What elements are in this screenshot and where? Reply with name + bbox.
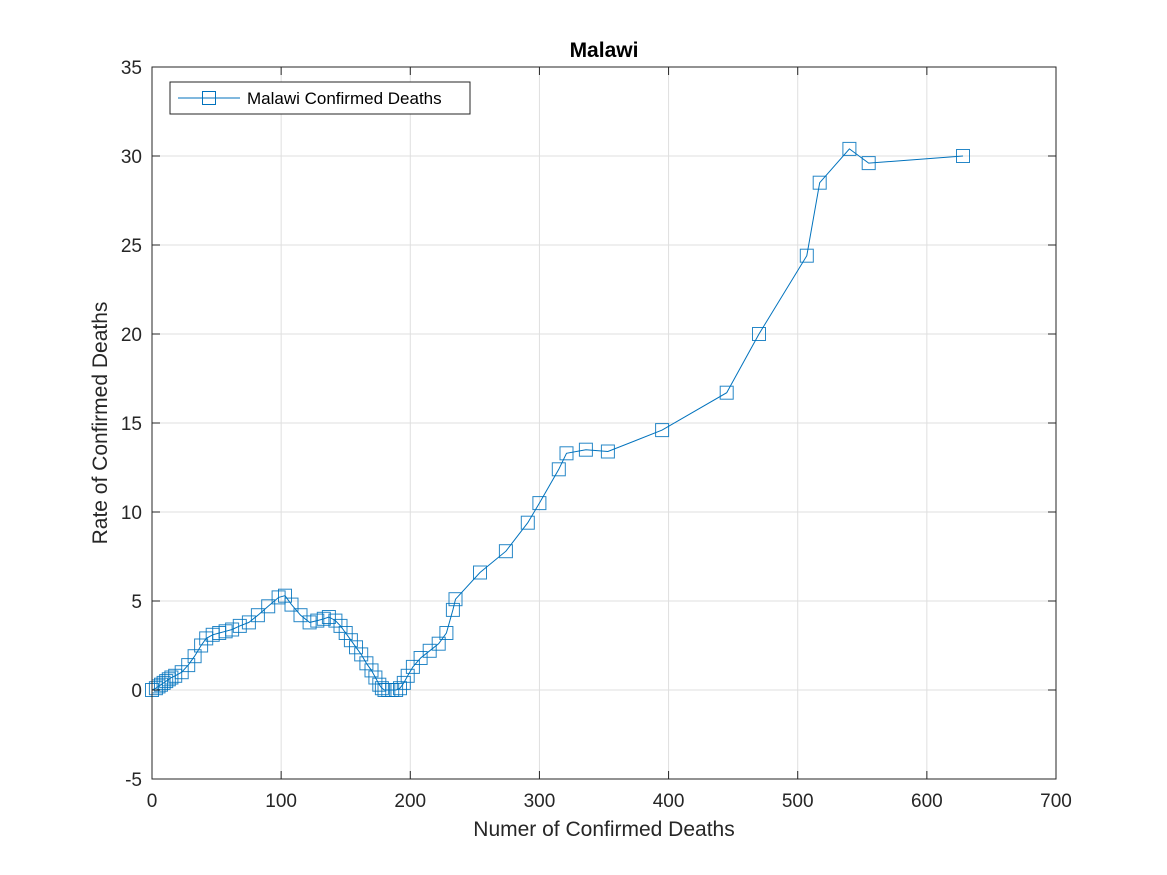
x-tick-label: 0 (147, 791, 158, 812)
data-point-marker (400, 668, 415, 683)
data-point-marker (551, 462, 566, 477)
data-point-marker (473, 565, 487, 580)
data-point-marker (194, 638, 209, 653)
y-tick-label: 25 (121, 236, 142, 257)
data-point-marker (655, 423, 670, 438)
data-point-marker (812, 175, 827, 190)
plot-series (145, 141, 970, 697)
data-point-marker (364, 663, 379, 678)
x-tick-label: 100 (265, 791, 297, 812)
y-tick-label: 10 (121, 503, 142, 524)
x-tick-label: 600 (911, 791, 943, 812)
data-point-marker (261, 599, 276, 614)
data-point-marker (396, 675, 411, 690)
data-point-marker (578, 442, 593, 457)
series-line (151, 148, 964, 691)
y-tick-label: 35 (121, 58, 142, 79)
x-tick-label: 500 (782, 791, 814, 812)
data-point-marker (316, 611, 331, 626)
y-tick-label: 15 (121, 414, 142, 435)
data-point-marker (448, 592, 463, 607)
data-point-marker (389, 683, 404, 697)
data-point-marker (842, 141, 857, 156)
y-tick-label: 0 (131, 681, 142, 702)
data-point-marker (520, 515, 535, 530)
data-point-marker (719, 385, 734, 400)
data-point-marker (328, 613, 343, 628)
data-point-marker (600, 444, 615, 459)
data-point-marker (154, 677, 168, 692)
data-point-marker (241, 615, 256, 630)
data-point-marker (799, 248, 814, 263)
y-axis-label: Rate of Confirmed Deaths (89, 302, 112, 545)
legend: Malawi Confirmed Deaths (169, 81, 471, 115)
x-axis-label: Numer of Confirmed Deaths (473, 818, 734, 841)
data-point-marker (752, 327, 766, 341)
data-point-marker (422, 643, 437, 658)
chart-title: Malawi (570, 39, 639, 62)
data-point-marker (284, 597, 299, 612)
data-point-marker (333, 618, 348, 633)
data-point-marker (164, 670, 179, 685)
y-tick-label: 30 (121, 147, 142, 168)
data-point-marker (338, 626, 353, 640)
data-point-marker (559, 446, 574, 461)
x-tick-label: 700 (1040, 791, 1072, 812)
legend-square-marker-icon (202, 91, 216, 105)
data-point-marker (156, 675, 171, 690)
data-point-marker (302, 615, 317, 630)
x-tick-label: 200 (394, 791, 426, 812)
data-point-marker (232, 618, 247, 633)
data-point-marker (393, 681, 407, 696)
data-point-marker (343, 633, 358, 648)
data-point-marker (148, 681, 163, 696)
x-tick-label: 400 (653, 791, 685, 812)
data-point-marker (439, 626, 454, 640)
data-point-marker (445, 602, 460, 617)
data-point-marker (413, 651, 428, 665)
y-tick-label: -5 (125, 770, 142, 791)
data-point-marker (861, 156, 876, 171)
data-point-marker (532, 496, 547, 511)
data-point-marker (250, 608, 265, 623)
data-point-marker (956, 149, 970, 163)
data-point-marker (293, 608, 308, 623)
data-point-marker (354, 647, 369, 662)
y-tick-label: 5 (131, 592, 142, 613)
x-tick-label: 300 (524, 791, 556, 812)
data-point-marker (431, 636, 446, 651)
grid-lines (152, 67, 1056, 779)
data-point-marker (159, 674, 174, 689)
legend-entry-label: Malawi Confirmed Deaths (247, 89, 442, 108)
data-point-marker (225, 622, 240, 637)
data-point-marker (349, 640, 363, 655)
data-point-marker (359, 656, 374, 671)
data-point-marker (498, 544, 513, 559)
data-point-marker (405, 659, 420, 674)
y-tick-label: 20 (121, 325, 142, 346)
